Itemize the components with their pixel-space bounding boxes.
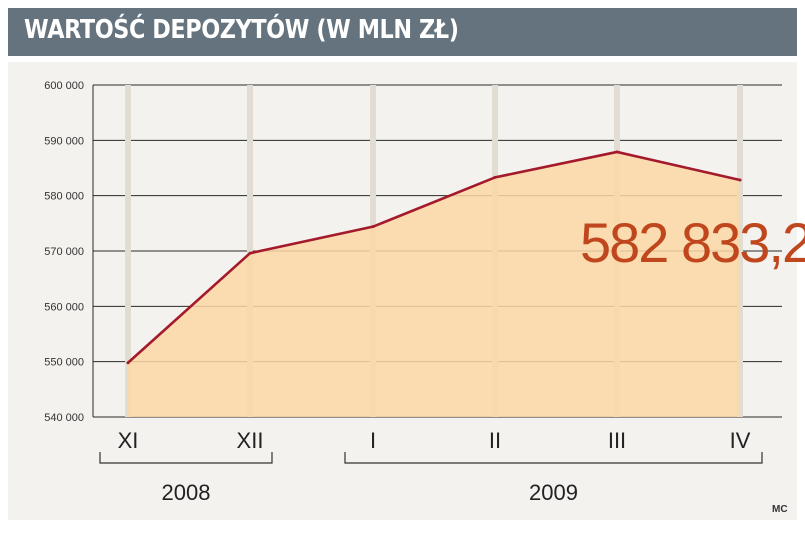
chart-title: WARTOŚĆ DEPOZYTÓW (W MLN ZŁ): [24, 15, 459, 45]
year-bracket: [99, 452, 273, 464]
x-tick-label: XII: [237, 428, 264, 453]
x-tick-label: XI: [118, 428, 139, 453]
year-groups: 2008 2009: [99, 452, 763, 505]
y-tick-label: 550 000: [44, 357, 84, 369]
area-fill: [128, 151, 740, 417]
x-tick-label: I: [370, 428, 376, 453]
area-fill-shape: [128, 151, 740, 417]
y-axis: 540 000 550 000 560 000 570 000 580 000 590 0…: [44, 80, 94, 424]
x-tick-label: III: [608, 428, 626, 453]
data-point: [615, 150, 619, 154]
highlight-value: 582 833,2: [580, 211, 805, 274]
y-tick-label: 540 000: [44, 412, 84, 424]
year-label: 2009: [529, 480, 578, 505]
x-axis: XI XII I II III IV: [118, 428, 751, 453]
series-line-group: [126, 150, 742, 365]
data-point: [248, 251, 252, 255]
y-tick-label: 570 000: [44, 246, 84, 258]
year-label: 2008: [162, 480, 211, 505]
y-tick-label: 590 000: [44, 135, 84, 147]
x-tick-label: II: [489, 428, 501, 453]
data-point: [738, 178, 742, 182]
y-tick-label: 580 000: [44, 191, 84, 203]
x-tick-label: IV: [730, 428, 751, 453]
data-point: [126, 361, 130, 365]
y-tick-label: 560 000: [44, 301, 84, 313]
year-bracket: [344, 452, 763, 464]
data-point: [371, 225, 375, 229]
title-bar: WARTOŚĆ DEPOZYTÓW (W MLN ZŁ): [8, 8, 797, 56]
y-tick-label: 600 000: [44, 80, 84, 92]
source-label: MC: [772, 504, 788, 515]
data-point: [493, 175, 497, 179]
series-line: [127, 150, 741, 364]
